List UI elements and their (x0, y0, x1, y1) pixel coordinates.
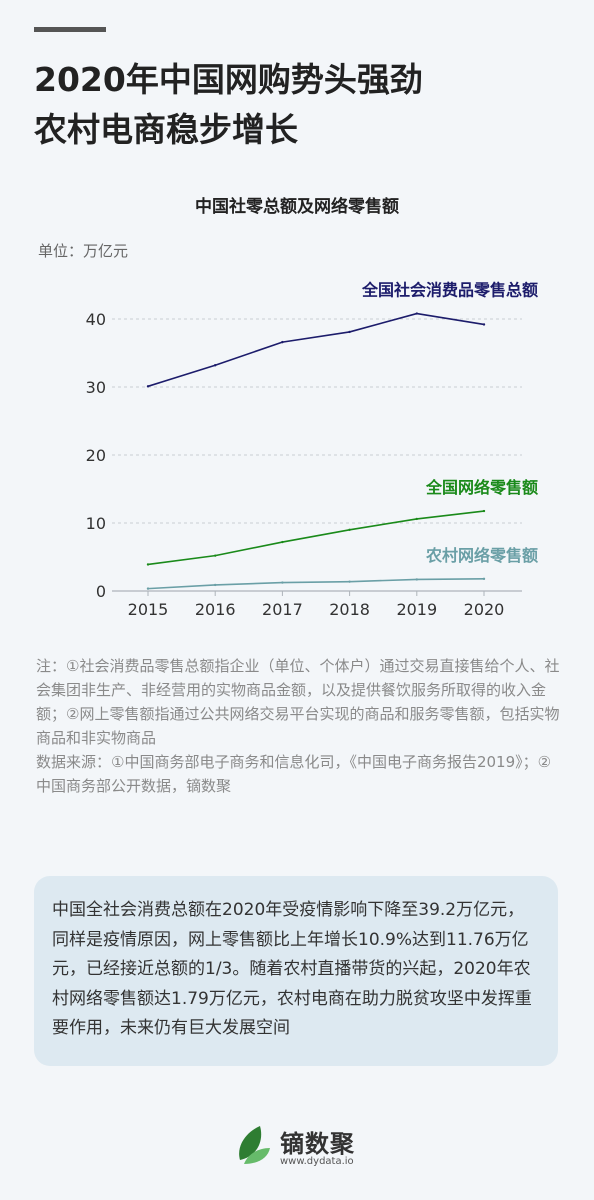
series-label: 农村网络零售额 (425, 546, 538, 565)
data-point (214, 554, 217, 557)
data-point (281, 581, 284, 584)
series-line (147, 510, 485, 566)
data-point (415, 517, 418, 521)
y-tick-label: 20 (86, 446, 106, 465)
brand-url: www.dydata.io (280, 1156, 354, 1167)
data-point (482, 323, 486, 326)
data-point (214, 364, 217, 367)
data-point (281, 340, 284, 344)
chart-notes: 注：①社会消费品零售总额指企业（单位、个体户）通过交易直接售给个人、社会集团非生… (36, 654, 560, 798)
data-point (348, 528, 351, 531)
series-line (147, 578, 485, 590)
data-point (146, 563, 150, 566)
x-tick-label: 2018 (329, 600, 370, 619)
leaf-icon (239, 1126, 270, 1164)
data-point (281, 540, 284, 544)
data-point (214, 583, 217, 587)
x-tick-label: 2016 (195, 600, 236, 619)
data-point (415, 578, 418, 581)
x-tick-label: 2017 (262, 600, 303, 619)
y-tick-label: 30 (86, 378, 106, 397)
chart-unit-label: 单位：万亿元 (38, 242, 129, 260)
line-chart: 0 10 20 30 40 2015 2016 2017 2018 2019 2020 全国社会消费品… (86, 281, 538, 619)
page-title-line-2: 农村电商稳步增长 (34, 110, 298, 149)
brand-logo: 镝数聚 www.dydata.io (234, 1122, 374, 1172)
data-point (146, 587, 150, 590)
data-point (146, 385, 150, 388)
top-accent-bar (34, 27, 106, 32)
data-point (415, 312, 418, 315)
y-tick-label: 10 (86, 514, 106, 533)
series-label: 全国社会消费品零售总额 (361, 281, 538, 300)
chart-title: 中国社零总额及网络零售额 (195, 197, 399, 217)
data-point (482, 509, 486, 513)
x-tick-label: 2015 (128, 600, 169, 619)
series-label: 全国网络零售额 (425, 478, 538, 497)
definition-note: 注：①社会消费品零售总额指企业（单位、个体户）通过交易直接售给个人、社会集团非生… (36, 657, 560, 747)
page-title-line-1: 2020年中国网购势头强劲 (34, 60, 423, 99)
series-line (147, 312, 485, 388)
data-point (348, 330, 351, 334)
summary-box: 中国全社会消费总额在2020年受疫情影响下降至39.2万亿元，同样是疫情原因，网… (34, 876, 558, 1066)
y-tick-label: 40 (86, 310, 106, 329)
data-point (482, 577, 486, 581)
data-source-note: 数据来源：①中国商务部电子商务和信息化司，《中国电子商务报告2019》；②中国商… (36, 753, 552, 795)
data-point (348, 580, 351, 583)
x-tick-label: 2020 (464, 600, 505, 619)
summary-text: 中国全社会消费总额在2020年受疫情影响下降至39.2万亿元，同样是疫情原因，网… (52, 900, 532, 1038)
brand-name: 镝数聚 (280, 1130, 355, 1158)
x-tick-label: 2019 (396, 600, 437, 619)
page-title: 2020年中国网购势头强劲 农村电商稳步增长 (34, 55, 423, 155)
y-tick-label: 0 (96, 582, 106, 601)
